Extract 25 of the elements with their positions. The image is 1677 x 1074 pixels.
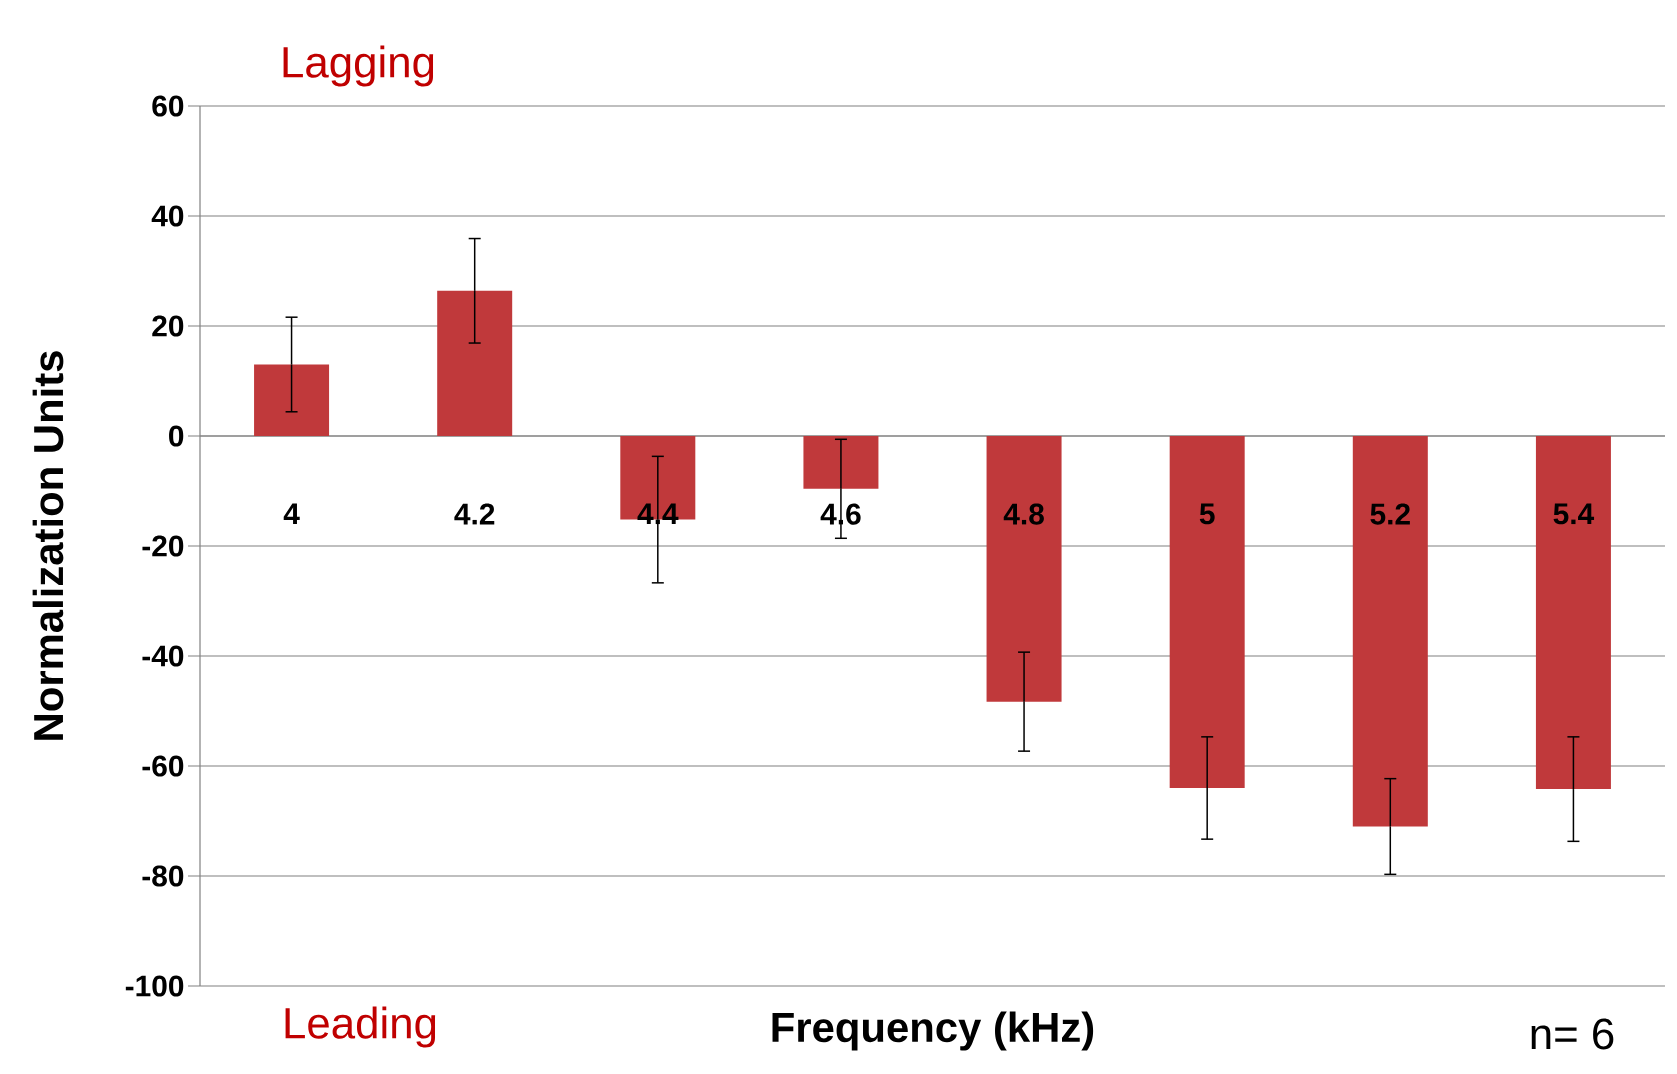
- y-tick-label: 40: [151, 205, 184, 227]
- y-tick-label: -100: [125, 975, 184, 997]
- x-tick-label: 4.2: [454, 503, 495, 525]
- text: n= 6: [1531, 1018, 1614, 1050]
- y-tick-label: 60: [152, 95, 184, 117]
- text: Leading: [285, 1006, 436, 1048]
- bar: [437, 290, 513, 436]
- bar: [1169, 435, 1245, 788]
- x-axis-title: Frequency (kHz): [772, 1011, 1094, 1051]
- y-tick-label: 20: [152, 315, 184, 337]
- y-tick-label: -20: [142, 535, 184, 557]
- bar: [986, 435, 1062, 702]
- x-tick-label: 4: [283, 503, 300, 525]
- x-tick-label: 5.2: [1370, 503, 1410, 525]
- x-tick-label: 4.8: [1003, 503, 1044, 525]
- y-tick-label: -60: [142, 755, 184, 777]
- y-axis-title: Normalization Units: [32, 351, 64, 740]
- y-tick-label: -80: [142, 865, 184, 887]
- x-tick-label: 5: [1199, 503, 1215, 525]
- y-tick-label: 0: [169, 425, 184, 447]
- text: Lagging: [283, 45, 434, 87]
- x-tick-label: 5.4: [1553, 503, 1595, 525]
- bar: [1535, 435, 1611, 790]
- bar: [1352, 435, 1428, 827]
- y-tick-label: -40: [142, 645, 184, 667]
